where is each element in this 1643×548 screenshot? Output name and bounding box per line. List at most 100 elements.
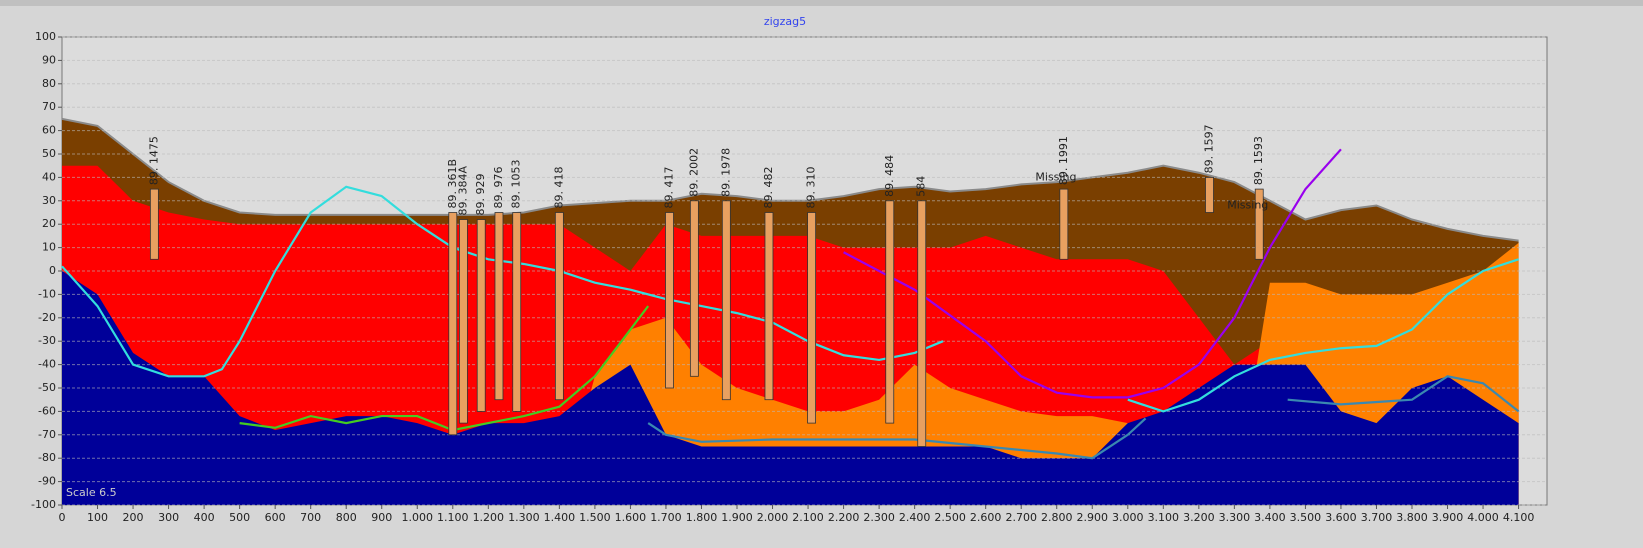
borehole [764, 212, 774, 401]
x-tick-label: 500 [229, 511, 250, 524]
y-tick-label: -90 [38, 475, 56, 488]
x-tick-label: 3.100 [1148, 511, 1180, 524]
borehole-label: 584 [915, 176, 928, 197]
borehole [917, 200, 927, 447]
borehole-label: 89. 976 [492, 167, 505, 209]
borehole-label: 89. 484 [883, 155, 896, 197]
borehole [807, 212, 817, 424]
x-tick-label: 2.400 [899, 511, 931, 524]
borehole [476, 219, 486, 412]
y-tick-label: -10 [38, 287, 56, 300]
borehole [554, 212, 564, 401]
y-tick-label: 80 [42, 77, 56, 90]
x-tick-label: 2.700 [1005, 511, 1037, 524]
x-tick-label: 2.600 [970, 511, 1002, 524]
section-line [647, 375, 1520, 460]
annotation: Missing [1227, 198, 1268, 211]
borehole-label: 89. 1978 [719, 148, 732, 197]
x-tick-label: 3.500 [1290, 511, 1322, 524]
x-tick-label: 3.900 [1432, 511, 1464, 524]
x-tick-label: 100 [87, 511, 108, 524]
y-tick-label: -60 [38, 404, 56, 417]
x-tick-label: 2.100 [792, 511, 824, 524]
x-tick-label: 200 [123, 511, 144, 524]
borehole-label: 89. 1593 [1252, 136, 1265, 185]
y-tick-label: 90 [42, 53, 56, 66]
y-tick-label: 30 [42, 194, 56, 207]
borehole [665, 212, 674, 389]
borehole-label: 89. 1597 [1203, 124, 1216, 173]
ground-line [61, 117, 1519, 242]
y-tick-label: -100 [31, 498, 56, 511]
x-tick-label: 400 [194, 511, 215, 524]
annotation: Missing [1035, 170, 1076, 183]
x-tick-label: 2.000 [757, 511, 789, 524]
borehole-label: 89. 1991 [1057, 136, 1070, 185]
y-tick-label: -30 [38, 334, 56, 347]
section-line [843, 148, 1342, 399]
y-tick-label: -20 [38, 311, 56, 324]
borehole-label: 89. 482 [762, 167, 775, 209]
x-tick-label: 2.500 [934, 511, 966, 524]
x-tick-label: 300 [158, 511, 179, 524]
y-tick-label: -70 [38, 428, 56, 441]
x-tick-label: 900 [371, 511, 392, 524]
x-tick-label: 600 [265, 511, 286, 524]
x-tick-label: 3.200 [1183, 511, 1215, 524]
y-tick-label: 50 [42, 147, 56, 160]
x-tick-label: 0 [59, 511, 66, 524]
x-tick-label: 1.200 [473, 511, 505, 524]
y-tick-label: 60 [42, 124, 56, 137]
borehole [494, 212, 504, 401]
borehole-label: 89. 1475 [147, 136, 160, 185]
borehole [1254, 188, 1264, 260]
layer-area [62, 271, 1519, 505]
borehole-label: 89. 384A [456, 166, 469, 216]
x-tick-label: 1.300 [508, 511, 540, 524]
x-tick-label: 1.600 [615, 511, 647, 524]
borehole [1205, 176, 1214, 213]
x-tick-label: 3.700 [1361, 511, 1393, 524]
borehole-label: 89. 2002 [687, 148, 700, 197]
x-tick-label: 4.000 [1467, 511, 1499, 524]
y-tick-label: 40 [42, 170, 56, 183]
x-tick-label: 3.600 [1325, 511, 1357, 524]
section-line [61, 185, 1519, 413]
borehole [512, 212, 522, 412]
borehole [721, 200, 731, 401]
x-tick-label: 700 [300, 511, 321, 524]
x-tick-label: 2.800 [1041, 511, 1073, 524]
x-tick-label: 4.100 [1503, 511, 1535, 524]
x-tick-label: 1.000 [402, 511, 434, 524]
y-tick-label: -80 [38, 451, 56, 464]
borehole-label: 89. 1053 [510, 160, 523, 209]
x-tick-label: 3.800 [1396, 511, 1428, 524]
scale-note: Scale 6.5 [66, 486, 117, 499]
borehole [885, 200, 895, 424]
y-tick-label: 70 [42, 100, 56, 113]
x-tick-label: 1.400 [544, 511, 576, 524]
x-tick-label: 800 [336, 511, 357, 524]
x-tick-label: 2.900 [1077, 511, 1109, 524]
y-tick-label: 0 [49, 264, 56, 277]
y-tick-label: 100 [35, 30, 56, 43]
borehole-label: 89. 361B [446, 159, 459, 209]
borehole-label: 89. 418 [552, 167, 565, 209]
x-tick-label: 1.700 [650, 511, 682, 524]
borehole [1059, 188, 1069, 260]
x-tick-label: 2.300 [863, 511, 895, 524]
borehole [149, 188, 159, 260]
y-tick-label: -40 [38, 358, 56, 371]
y-tick-label: -50 [38, 381, 56, 394]
toolbar-strip [0, 0, 1643, 6]
y-tick-label: 10 [42, 241, 56, 254]
x-tick-label: 3.300 [1219, 511, 1251, 524]
x-tick-label: 1.500 [579, 511, 611, 524]
y-tick-label: 20 [42, 217, 56, 230]
borehole-label: 89. 417 [663, 167, 676, 209]
x-tick-label: 1.100 [437, 511, 469, 524]
x-tick-label: 3.000 [1112, 511, 1144, 524]
x-tick-label: 2.200 [828, 511, 860, 524]
borehole-label: 89. 310 [805, 167, 818, 209]
